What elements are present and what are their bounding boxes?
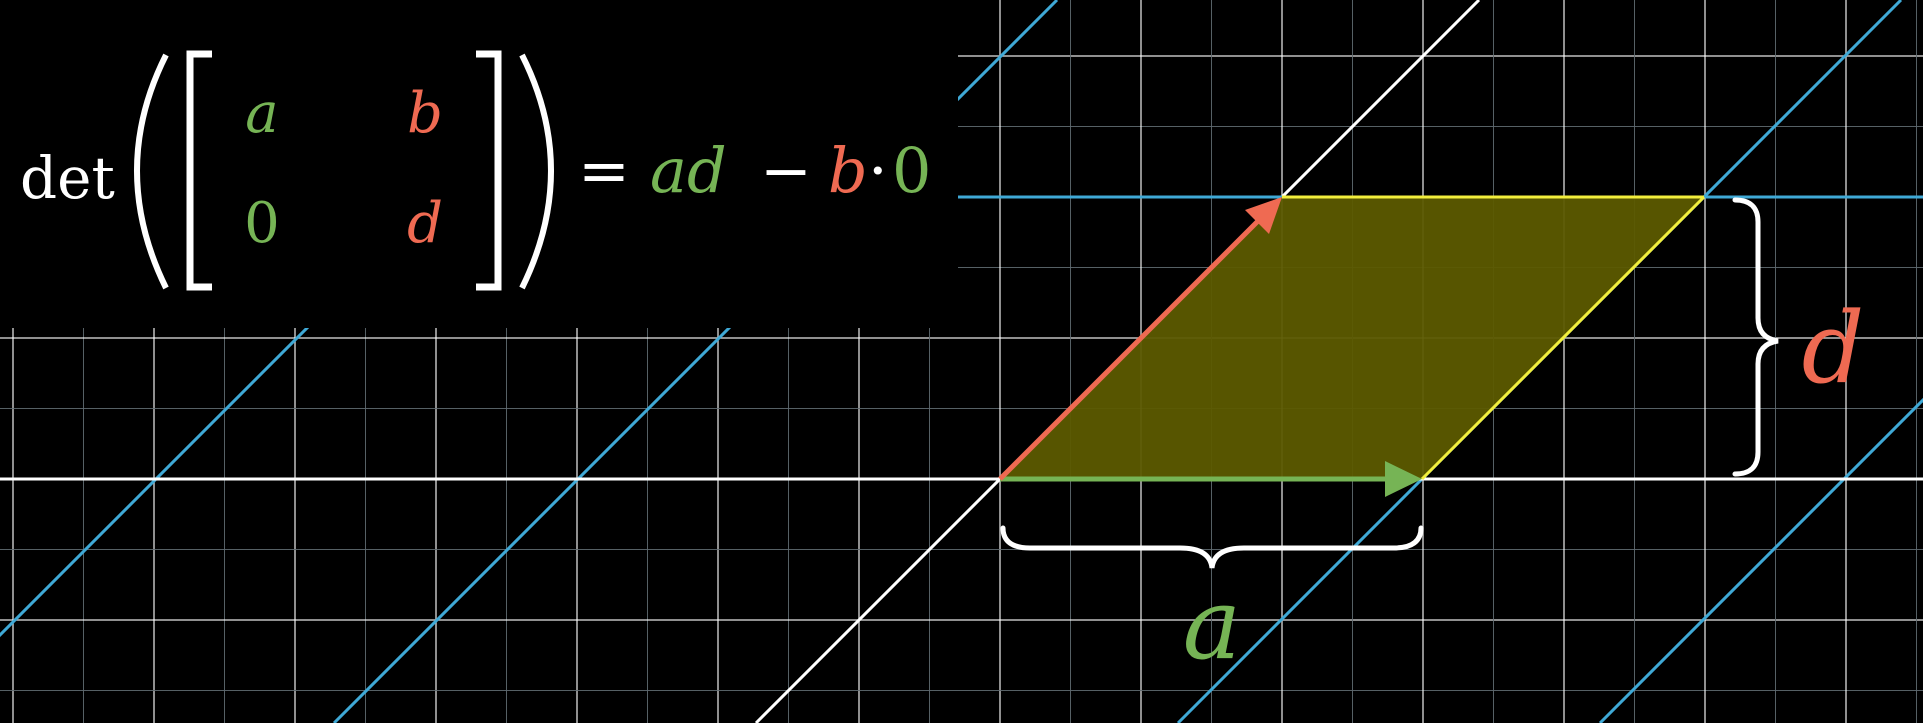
equals-sign: = <box>578 134 630 207</box>
left-paren <box>134 53 169 290</box>
rhs-minus: − <box>760 134 812 207</box>
matrix-entry-zero: 0 <box>244 191 280 256</box>
rhs-dot: · <box>868 134 888 207</box>
height-label: d <box>1802 292 1865 406</box>
matrix-entry-b: b <box>407 81 443 146</box>
rhs-term-ad: ad <box>650 134 727 207</box>
right-bracket <box>476 50 502 291</box>
sheared-grid-line <box>1598 397 1923 723</box>
rhs-zero: 0 <box>892 134 931 207</box>
rhs-term-b: b <box>828 134 868 207</box>
parallelogram-right-edge <box>1420 195 1706 481</box>
vector-j-arrowhead <box>1245 197 1282 234</box>
formula-panel <box>0 0 958 328</box>
width-label: a <box>1183 568 1241 682</box>
matrix-entry-a: a <box>245 81 278 146</box>
vector-j-shaft <box>998 219 1260 481</box>
parallelogram-area <box>1000 197 1704 479</box>
det-label: det <box>20 144 115 212</box>
height-brace <box>1732 197 1779 477</box>
right-paren <box>519 53 554 290</box>
vector-i-arrowhead <box>1385 461 1422 497</box>
left-bracket <box>186 50 212 291</box>
width-brace <box>1000 525 1424 569</box>
matrix-entry-d: d <box>407 191 443 256</box>
